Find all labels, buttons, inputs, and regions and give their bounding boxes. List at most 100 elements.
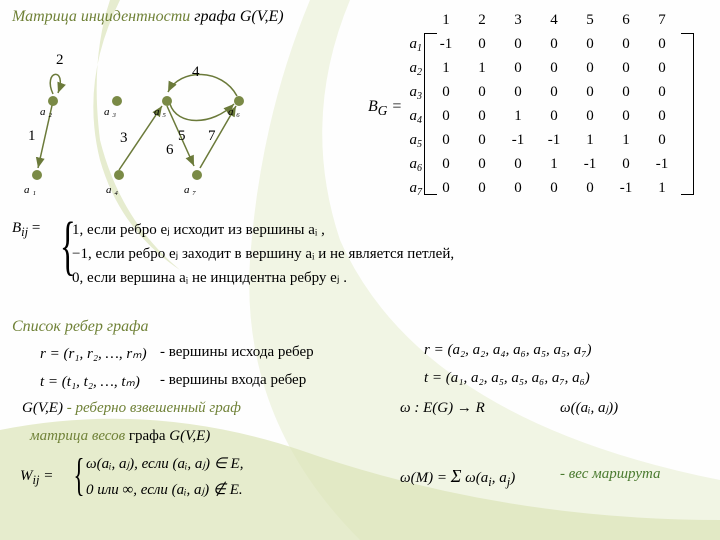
node-a4 (114, 170, 124, 180)
node-label-a7: a ₇ (184, 184, 196, 196)
node-label-a1: a ₁ (24, 184, 36, 196)
node-label-a6: a ₆ (228, 106, 240, 118)
bij-definition: Bij = { 1, если ребро eⱼ исходит из верш… (12, 220, 40, 240)
matrix-cell-5-7: 0 (644, 128, 680, 152)
matrix-cell-7-2: 0 (464, 176, 500, 200)
matrix-cell-3-3: 0 (500, 80, 536, 104)
r-def: r = (r₁, r₂, …, rₘ) (40, 344, 147, 363)
r-desc: - вершины исхода ребер (160, 344, 314, 361)
matrix-cell-4-5: 0 (572, 104, 608, 128)
matrix-cell-4-2: 0 (464, 104, 500, 128)
wij-case1: ω(aᵢ, aⱼ), если (aᵢ, aⱼ) ∈ E, (86, 454, 243, 473)
matrix-cell-3-4: 0 (536, 80, 572, 104)
edge-label-4: 4 (192, 64, 200, 81)
matrix-cell-6-6: 0 (608, 152, 644, 176)
edge-label-1: 1 (28, 128, 36, 145)
matrix-cell-7-3: 0 (500, 176, 536, 200)
edge-label-2: 2 (56, 52, 64, 69)
t-val: t = (a₁, a₂, a₅, a₅, a₆, a₇, a₆) (424, 370, 590, 387)
node-a5 (162, 96, 172, 106)
incidence-title: Матрица инцидентности графа G(V,E) (12, 8, 284, 26)
node-label-a2: a ₂ (40, 106, 52, 118)
edge-label-6: 6 (166, 142, 174, 159)
edge-label-3: 3 (120, 130, 128, 147)
route-label: - вес маршрута (560, 466, 661, 483)
matrix-col-7: 7 (644, 8, 680, 32)
matrix-cell-1-2: 0 (464, 32, 500, 56)
edge-label-5: 5 (178, 128, 186, 145)
matrix-cell-6-5: -1 (572, 152, 608, 176)
wmatrix-t1: матрица весов (30, 428, 125, 444)
matrix-col-3: 3 (500, 8, 536, 32)
bij-case-2: −1, если ребро eⱼ заходит в вершину aᵢ и… (72, 242, 512, 266)
route-sum: ω(M) = Σ ω(ai, aj) (400, 466, 515, 490)
wmatrix-t2: графа (125, 428, 169, 444)
matrix-cell-1-3: 0 (500, 32, 536, 56)
matrix-cell-6-3: 0 (500, 152, 536, 176)
matrix-cell-1-7: 0 (644, 32, 680, 56)
edge-label-7: 7 (208, 128, 216, 145)
matrix-cell-4-3: 1 (500, 104, 536, 128)
bij-case-3: 0, если вершина aᵢ не инцидентна ребру e… (72, 266, 512, 290)
node-label-a4: a ₄ (106, 184, 118, 196)
title-part2: графа (190, 8, 240, 25)
matrix-cell-5-5: 1 (572, 128, 608, 152)
wij-lhs: Wij = (20, 468, 53, 488)
title-part3: G(V,E) (240, 8, 284, 25)
node-a3 (112, 96, 122, 106)
matrix-cell-7-5: 0 (572, 176, 608, 200)
matrix-cell-7-7: 1 (644, 176, 680, 200)
matrix-cell-1-4: 0 (536, 32, 572, 56)
matrix-cell-3-2: 0 (464, 80, 500, 104)
matrix-col-1: 1 (428, 8, 464, 32)
incidence-matrix: 1234567a1-1000000a21100000a30000000a4001… (395, 8, 680, 200)
omega-map: ω : E(G) → R (400, 400, 485, 417)
matrix-cell-3-5: 0 (572, 80, 608, 104)
node-label-a5: a ₅ (154, 106, 166, 118)
matrix-cell-1-6: 0 (608, 32, 644, 56)
t-def: t = (t₁, t₂, …, tₘ) (40, 372, 140, 391)
matrix-cell-5-2: 0 (464, 128, 500, 152)
node-a7 (192, 170, 202, 180)
matrix-cell-4-7: 0 (644, 104, 680, 128)
matrix-cell-2-7: 0 (644, 56, 680, 80)
matrix-cell-2-3: 0 (500, 56, 536, 80)
matrix-col-6: 6 (608, 8, 644, 32)
node-a2 (48, 96, 58, 106)
matrix-cell-6-7: -1 (644, 152, 680, 176)
matrix-cell-3-6: 0 (608, 80, 644, 104)
bij-case-1: 1, если ребро eⱼ исходит из вершины aᵢ , (72, 218, 512, 242)
matrix-cell-5-6: 1 (608, 128, 644, 152)
matrix-cell-2-5: 0 (572, 56, 608, 80)
node-label-a3: a ₃ (104, 106, 116, 118)
matrix-cell-7-4: 0 (536, 176, 572, 200)
matrix-cell-4-6: 0 (608, 104, 644, 128)
graph-diagram: a ₁ a ₂ a ₃ a ₄ a ₅ a ₆ a ₇ 1 2 3 4 5 6 … (12, 30, 272, 200)
matrix-cell-5-4: -1 (536, 128, 572, 152)
title-part1: Матрица инцидентности (12, 8, 190, 25)
r-val: r = (a₂, a₂, a₄, a₆, a₅, a₅, a₇) (424, 342, 591, 359)
t-desc: - вершины входа ребер (160, 372, 306, 389)
omega-pair: ω((aᵢ, aⱼ)) (560, 398, 618, 417)
matrix-cell-1-5: 0 (572, 32, 608, 56)
matrix-cell-5-3: -1 (500, 128, 536, 152)
gve-label: G(V,E) (22, 400, 63, 416)
matrix-col-5: 5 (572, 8, 608, 32)
matrix-col-4: 4 (536, 8, 572, 32)
matrix-cell-3-7: 0 (644, 80, 680, 104)
matrix-cell-2-4: 0 (536, 56, 572, 80)
weighted-text: - реберно взвешенный граф (67, 400, 241, 416)
node-a1 (32, 170, 42, 180)
matrix-cell-6-2: 0 (464, 152, 500, 176)
wmatrix-t3: G(V,E) (169, 428, 210, 444)
wij-case2: 0 или ∞, если (aᵢ, aⱼ) ∉ E. (86, 480, 243, 499)
edge-list-title: Список ребер графа (12, 318, 149, 336)
matrix-cell-2-6: 0 (608, 56, 644, 80)
node-a6 (234, 96, 244, 106)
matrix-col-2: 2 (464, 8, 500, 32)
matrix-cell-6-4: 1 (536, 152, 572, 176)
matrix-cell-7-6: -1 (608, 176, 644, 200)
matrix-cell-4-4: 0 (536, 104, 572, 128)
matrix-table: 1234567a1-1000000a21100000a30000000a4001… (395, 8, 680, 200)
matrix-cell-2-2: 1 (464, 56, 500, 80)
